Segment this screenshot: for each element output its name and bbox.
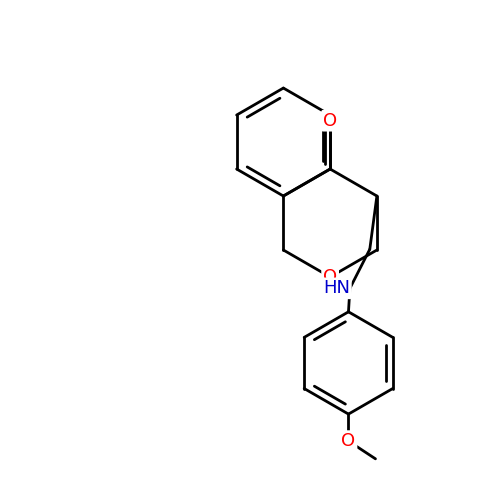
- Text: O: O: [342, 432, 355, 450]
- Text: O: O: [323, 268, 337, 286]
- Text: HN: HN: [323, 280, 350, 297]
- Text: O: O: [323, 112, 337, 130]
